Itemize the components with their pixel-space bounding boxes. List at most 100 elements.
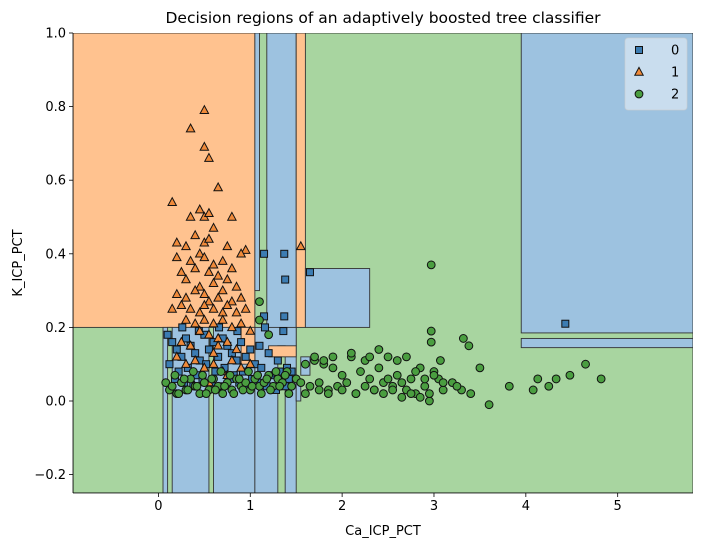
point-class-1 <box>171 351 182 361</box>
point-class-1 <box>208 358 219 368</box>
point-class-2 <box>275 381 285 391</box>
point-class-2 <box>504 381 514 391</box>
point-class-2 <box>475 363 485 373</box>
point-class-2 <box>310 352 319 362</box>
point-class-1 <box>203 266 214 276</box>
point-class-1 <box>199 251 210 262</box>
point-class-1 <box>203 329 214 339</box>
point-class-2 <box>271 367 281 376</box>
point-class-2 <box>406 374 416 384</box>
point-class-1 <box>171 251 182 262</box>
point-class-1 <box>199 141 210 151</box>
point-class-1 <box>176 266 187 276</box>
point-class-2 <box>379 389 388 399</box>
point-class-2 <box>426 326 436 336</box>
point-class-2 <box>220 381 229 391</box>
point-class-2 <box>234 374 244 384</box>
point-class-2 <box>565 370 575 380</box>
point-class-1 <box>199 104 210 114</box>
point-class-0 <box>273 356 282 365</box>
point-class-1 <box>208 347 219 357</box>
point-class-2 <box>284 389 294 399</box>
point-class-2 <box>424 396 434 406</box>
y-tick-label: 0.2 <box>45 321 66 336</box>
y-tick-label: 0.4 <box>45 247 66 262</box>
point-class-0 <box>264 349 273 358</box>
point-class-1 <box>185 303 196 313</box>
point-class-0 <box>257 363 266 372</box>
point-class-1 <box>203 233 214 243</box>
legend-label: 1 <box>671 66 679 81</box>
point-class-1 <box>213 292 224 302</box>
point-class-1 <box>185 123 196 133</box>
point-class-1 <box>203 295 214 306</box>
point-class-1 <box>245 325 256 335</box>
point-class-2 <box>287 381 297 391</box>
point-class-1 <box>222 299 233 310</box>
point-class-1 <box>176 336 187 346</box>
point-class-2 <box>424 389 434 399</box>
point-class-0 <box>178 323 187 332</box>
legend-label: 2 <box>671 88 679 103</box>
point-class-2 <box>365 352 375 362</box>
point-class-2 <box>374 363 384 373</box>
point-class-2 <box>346 348 356 358</box>
point-class-2 <box>229 389 239 399</box>
point-class-2 <box>262 374 272 384</box>
point-class-1 <box>185 255 196 265</box>
y-tick-label: 0.8 <box>45 100 66 115</box>
point-class-2 <box>426 260 436 270</box>
point-class-0 <box>279 327 288 336</box>
y-tick-label: −0.2 <box>34 468 66 483</box>
region-class-0 <box>254 33 260 292</box>
point-class-2 <box>253 370 263 380</box>
point-class-2 <box>464 341 474 351</box>
point-class-1 <box>167 303 178 313</box>
point-class-2 <box>255 297 264 307</box>
point-class-0 <box>204 345 213 354</box>
point-class-1 <box>222 336 233 346</box>
point-class-2 <box>388 385 398 395</box>
point-class-1 <box>199 362 210 372</box>
x-tick-label: 5 <box>614 499 622 514</box>
y-axis-label: K_ICP_PCT <box>11 229 26 296</box>
point-class-2 <box>365 374 375 384</box>
point-class-0 <box>246 345 255 354</box>
point-class-1 <box>194 307 205 317</box>
point-class-1 <box>236 362 247 372</box>
point-class-2 <box>356 367 365 376</box>
point-class-1 <box>176 299 187 310</box>
point-class-2 <box>188 367 198 376</box>
point-class-2 <box>179 374 189 384</box>
y-tick-label: 0.0 <box>45 395 66 410</box>
point-class-2 <box>438 378 448 388</box>
decision-regions <box>73 33 693 493</box>
point-class-2 <box>458 334 468 343</box>
point-class-2 <box>174 389 184 399</box>
legend-marker-0 <box>635 46 643 54</box>
point-class-2 <box>337 385 347 395</box>
legend-marker-2 <box>634 89 644 99</box>
point-class-1 <box>180 273 192 284</box>
point-class-2 <box>314 385 324 395</box>
point-class-2 <box>255 315 264 325</box>
point-class-1 <box>213 181 224 192</box>
point-class-2 <box>296 378 306 388</box>
point-class-2 <box>300 359 310 369</box>
point-class-1 <box>245 358 256 368</box>
region-class-1 <box>73 33 256 328</box>
point-class-1 <box>180 314 192 324</box>
point-class-1 <box>240 303 251 313</box>
point-class-2 <box>528 385 538 395</box>
point-class-1 <box>203 152 214 162</box>
point-class-1 <box>222 273 233 284</box>
point-class-0 <box>281 275 290 284</box>
data-points <box>161 104 606 410</box>
region-class-2 <box>167 326 173 493</box>
point-class-2 <box>429 370 439 380</box>
point-class-2 <box>241 378 251 388</box>
point-class-2 <box>342 378 352 388</box>
point-class-0 <box>163 330 172 339</box>
chart-title: Decision regions of an adaptively booste… <box>165 9 601 27</box>
